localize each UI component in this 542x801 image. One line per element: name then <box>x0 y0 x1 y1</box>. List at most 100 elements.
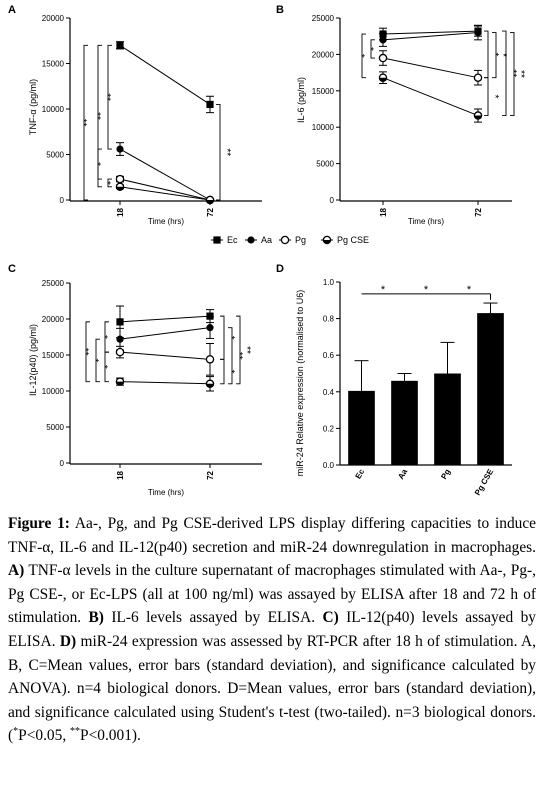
series-line <box>119 186 211 201</box>
x-axis-label: Time (hrs) <box>148 217 184 226</box>
data-point <box>115 182 125 192</box>
caption-b-label: B) <box>88 609 104 627</box>
y-tick-label: 10000 <box>42 105 65 114</box>
bar-ec <box>348 390 375 465</box>
significance-bracket <box>95 338 100 383</box>
y-axis-label: TNF-α (pg/ml) <box>28 79 38 135</box>
data-point <box>206 100 214 109</box>
significance-bracket <box>216 104 221 201</box>
significance-label: * <box>381 284 386 296</box>
series-pg-cse <box>115 376 215 392</box>
series-line <box>119 178 211 201</box>
legend-label: Pg CSE <box>337 235 369 245</box>
caption-d-label: D) <box>59 632 77 650</box>
series-ec <box>116 305 214 339</box>
x-tick-label: Pg CSE <box>473 467 496 497</box>
panel-b: B IL-6 (pg/ml) 0 5000 10000 15000 20000 25000 18… <box>276 4 526 226</box>
legend-label: Pg <box>295 235 306 245</box>
significance-bracket <box>104 321 109 353</box>
data-point <box>473 111 483 120</box>
significance-bracket <box>370 39 375 59</box>
data-point-fill <box>116 381 124 386</box>
series-line <box>119 148 211 201</box>
y-tick-label: 10000 <box>42 387 65 396</box>
significance-label: ** <box>221 148 232 156</box>
significance-bracket <box>83 44 88 201</box>
significance-label: ** <box>233 352 244 360</box>
significance-label: ** <box>507 69 518 77</box>
significance-label: * <box>467 284 472 296</box>
significance-bracket <box>484 30 489 79</box>
significance-label: * <box>489 52 500 56</box>
y-tick-label: 20000 <box>312 50 335 59</box>
significance-label: * <box>98 365 109 369</box>
caption-sig1-text: P<0.05, <box>18 727 71 745</box>
caption-b-text: IL-6 levels assayed by ELISA. <box>103 609 323 627</box>
series-line <box>382 77 479 117</box>
significance-label: ** <box>91 112 102 120</box>
legend-label: Ec <box>227 235 238 245</box>
significance-bracket <box>85 321 90 383</box>
bar-pg-cse <box>477 313 504 465</box>
significance-bracket <box>492 32 497 79</box>
series-aa <box>116 142 214 204</box>
caption-label: Figure 1: <box>8 515 70 532</box>
data-point <box>115 347 125 357</box>
x-tick-label: 18 <box>379 207 388 216</box>
legend-marker <box>280 235 290 245</box>
legend-marker <box>247 236 255 244</box>
series-ec <box>116 41 214 114</box>
data-point-fill <box>379 77 387 82</box>
series-line <box>119 44 211 105</box>
series-line <box>382 30 479 35</box>
significance-label: * <box>364 47 375 51</box>
y-tick-label: 25000 <box>42 279 65 288</box>
significance-label: ** <box>79 348 90 356</box>
significance-bracket <box>107 44 112 150</box>
significance-bracket <box>228 327 233 385</box>
data-point-fill <box>474 115 482 120</box>
y-axis-label: miR-24 Relative expression (normalised t… <box>295 290 305 477</box>
significance-bracket <box>502 30 507 117</box>
significance-label: * <box>225 370 236 374</box>
significance-label: * <box>424 284 429 296</box>
significance-label: * <box>355 54 366 58</box>
data-point-fill <box>116 186 124 191</box>
panel-letter: A <box>8 4 16 16</box>
y-axis-label: IL-12(p40) (pg/ml) <box>28 324 38 396</box>
x-tick-label: Ec <box>354 467 367 480</box>
significance-label: * <box>98 335 109 339</box>
y-tick-label: 10000 <box>312 123 335 132</box>
y-tick-label: 20000 <box>42 315 65 324</box>
caption-a-text: TNF-α levels in the culture supernatant … <box>8 562 536 627</box>
y-tick-label: 0.2 <box>323 424 335 433</box>
series-aa <box>116 316 214 351</box>
x-axis-label: Time (hrs) <box>148 488 184 497</box>
series-line <box>119 327 211 340</box>
data-point <box>379 36 387 44</box>
panel-c: C IL-12(p40) (pg/ml) 0 5000 10000 15000 20000 2… <box>8 263 262 497</box>
significance-bracket <box>107 178 112 188</box>
caption-text: Aa-, Pg, and Pg CSE-derived LPS display … <box>8 515 537 556</box>
legend-entry-pg: Pg <box>279 235 306 245</box>
x-tick-label: 18 <box>116 470 125 479</box>
significance-label: * <box>489 95 500 99</box>
y-axis-label: IL-6 (pg/ml) <box>296 77 306 123</box>
y-tick-label: 15000 <box>312 87 335 96</box>
significance-label: ** <box>101 93 112 101</box>
series-pg-cse <box>115 182 215 205</box>
significance-bracket <box>484 77 489 117</box>
data-point <box>206 312 214 320</box>
bar-aa <box>391 380 418 465</box>
data-point <box>205 195 215 205</box>
legend-entry-aa: Aa <box>245 235 272 245</box>
significance-label: * <box>101 181 112 185</box>
y-tick-label: 0 <box>60 196 65 205</box>
significance-bracket <box>510 32 515 117</box>
y-tick-label: 0 <box>60 459 65 468</box>
significance-label: * <box>89 358 100 362</box>
significance-label: * <box>225 336 236 340</box>
y-tick-label: 5000 <box>46 151 64 160</box>
legend-entry-ec: Ec <box>211 235 238 245</box>
